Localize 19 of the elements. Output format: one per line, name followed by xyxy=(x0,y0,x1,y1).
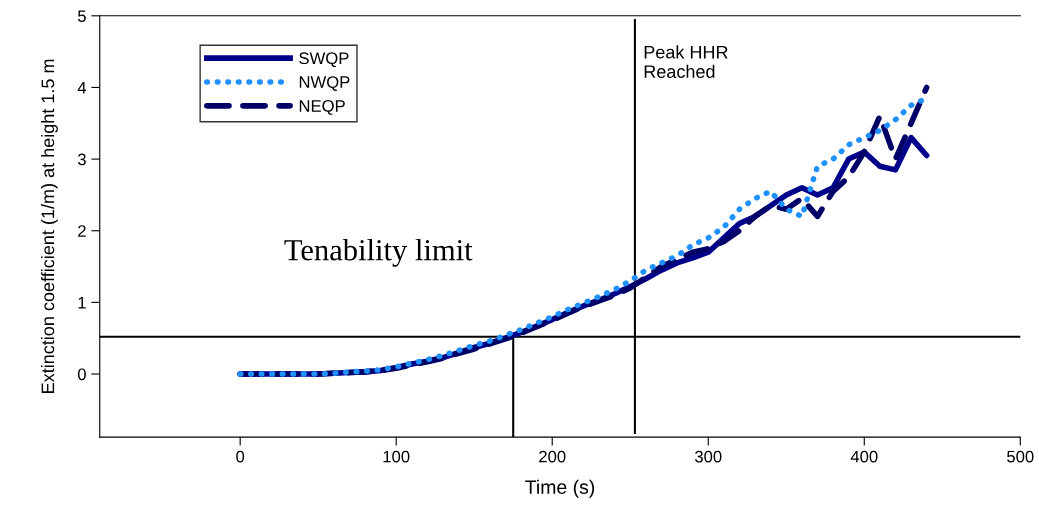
y-axis-title: Extinction coefficient (1/m) at height 1.5 m xyxy=(41,59,58,393)
x-tick-label: 200 xyxy=(539,450,566,463)
y-tick-label: 1 xyxy=(78,296,86,309)
x-tick-label: 100 xyxy=(383,450,410,463)
y-tick-label: 3 xyxy=(77,153,86,166)
legend-label: NWQP xyxy=(299,76,350,91)
legend-label: SWQP xyxy=(299,52,349,68)
legend-label: NEQP xyxy=(299,100,345,115)
x-tick-label: 500 xyxy=(1007,450,1034,463)
x-tick-label: 0 xyxy=(236,450,245,463)
ref-line-label: Peak HHR Reached xyxy=(644,45,728,79)
x-tick-label: 400 xyxy=(850,450,878,463)
x-axis-title: Time (s) xyxy=(525,479,595,498)
y-tick-label: 0 xyxy=(77,368,86,381)
annotation: Tenability limit xyxy=(284,238,473,267)
y-tick-label: 2 xyxy=(78,225,86,237)
y-tick-label: 5 xyxy=(77,10,86,23)
x-tick-label: 300 xyxy=(694,450,722,463)
y-tick-label: 4 xyxy=(77,82,87,94)
